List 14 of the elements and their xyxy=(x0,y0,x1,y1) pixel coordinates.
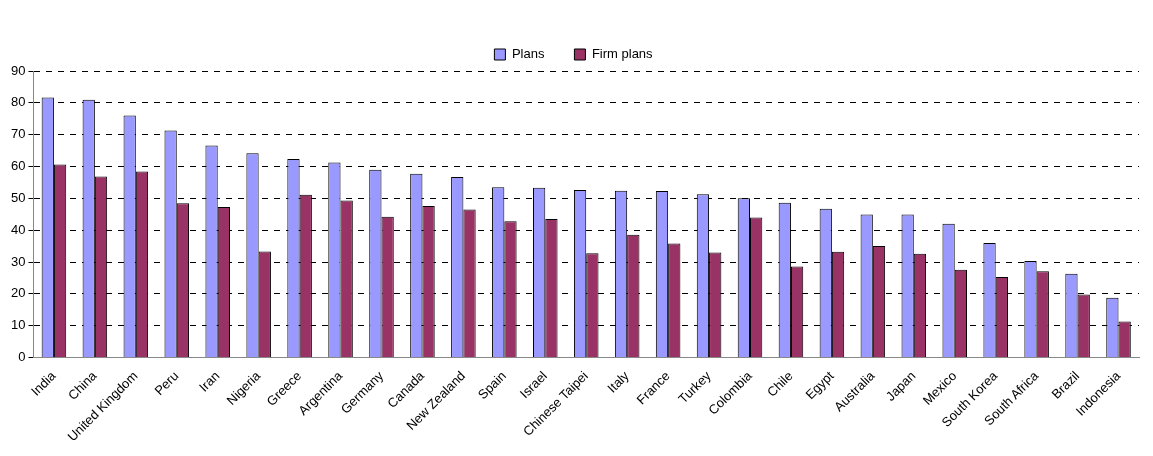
x-tick-label: Iran xyxy=(195,368,223,395)
y-tick-label: 70 xyxy=(10,126,26,142)
y-tick-label: 90 xyxy=(10,62,26,78)
y-tick-label: 10 xyxy=(10,317,26,333)
y-tick-label: 30 xyxy=(10,253,26,269)
legend-label: Plans xyxy=(511,46,545,62)
legend-label: Firm plans xyxy=(591,46,654,62)
y-tick-label: 0 xyxy=(18,349,26,365)
y-tick-label: 50 xyxy=(10,189,26,205)
y-tick-label: 20 xyxy=(10,285,26,301)
y-tick-label: 80 xyxy=(10,94,26,110)
y-tick-label: 60 xyxy=(10,158,26,174)
y-tick-label: 40 xyxy=(10,221,26,237)
x-tick-label: Italy xyxy=(604,367,633,396)
